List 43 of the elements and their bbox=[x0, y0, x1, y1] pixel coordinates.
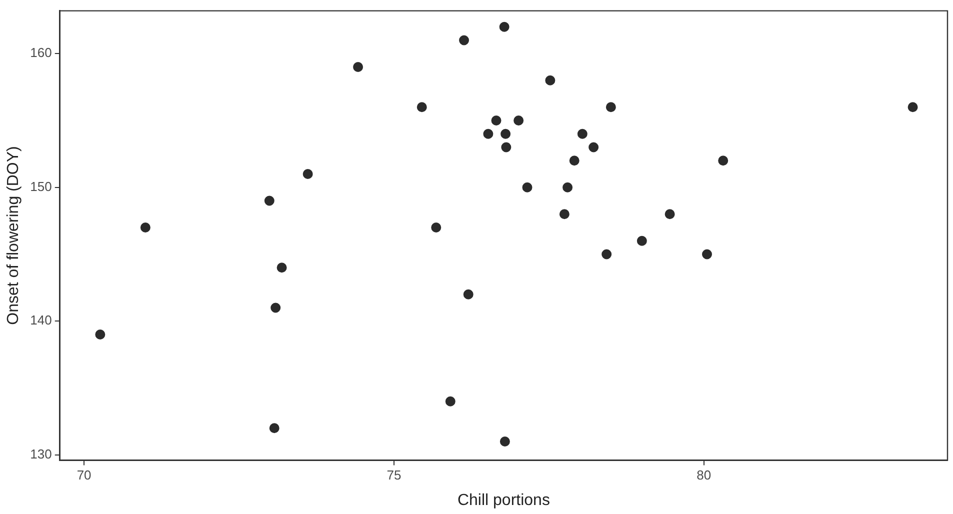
point bbox=[276, 262, 287, 273]
point bbox=[269, 423, 280, 434]
point bbox=[264, 196, 274, 206]
point bbox=[908, 102, 918, 112]
point bbox=[718, 156, 728, 166]
point bbox=[463, 289, 474, 300]
point bbox=[577, 128, 588, 139]
y-tick-label: 160 bbox=[30, 45, 52, 60]
y-tick-label: 150 bbox=[30, 178, 52, 194]
point bbox=[636, 236, 647, 246]
point bbox=[445, 396, 456, 406]
y-axis-title: Onset of flowering (DOY) bbox=[5, 146, 22, 325]
point bbox=[602, 249, 612, 260]
y-tick-label: 140 bbox=[30, 312, 52, 328]
x-tick-label: 80 bbox=[696, 468, 712, 483]
point bbox=[140, 222, 150, 232]
point bbox=[664, 209, 675, 220]
point bbox=[559, 209, 570, 220]
point bbox=[499, 22, 510, 32]
point bbox=[606, 102, 616, 112]
point bbox=[353, 62, 364, 72]
point bbox=[501, 142, 512, 152]
point bbox=[483, 128, 494, 139]
point bbox=[588, 142, 599, 152]
point bbox=[416, 102, 427, 112]
point bbox=[569, 156, 580, 166]
x-tick-label: 70 bbox=[76, 468, 92, 483]
point bbox=[270, 302, 281, 313]
point bbox=[459, 35, 470, 46]
x-tick-label: 75 bbox=[386, 468, 402, 483]
point bbox=[545, 75, 556, 86]
point bbox=[562, 182, 573, 192]
x-axis-title: Chill portions bbox=[457, 492, 550, 509]
point bbox=[514, 115, 524, 126]
y-tick-label: 130 bbox=[30, 446, 52, 462]
point bbox=[500, 128, 511, 139]
point bbox=[431, 222, 442, 232]
point bbox=[500, 436, 510, 446]
point bbox=[522, 182, 532, 192]
point bbox=[302, 168, 313, 179]
point bbox=[491, 115, 502, 126]
point bbox=[702, 249, 712, 260]
point bbox=[95, 329, 106, 340]
